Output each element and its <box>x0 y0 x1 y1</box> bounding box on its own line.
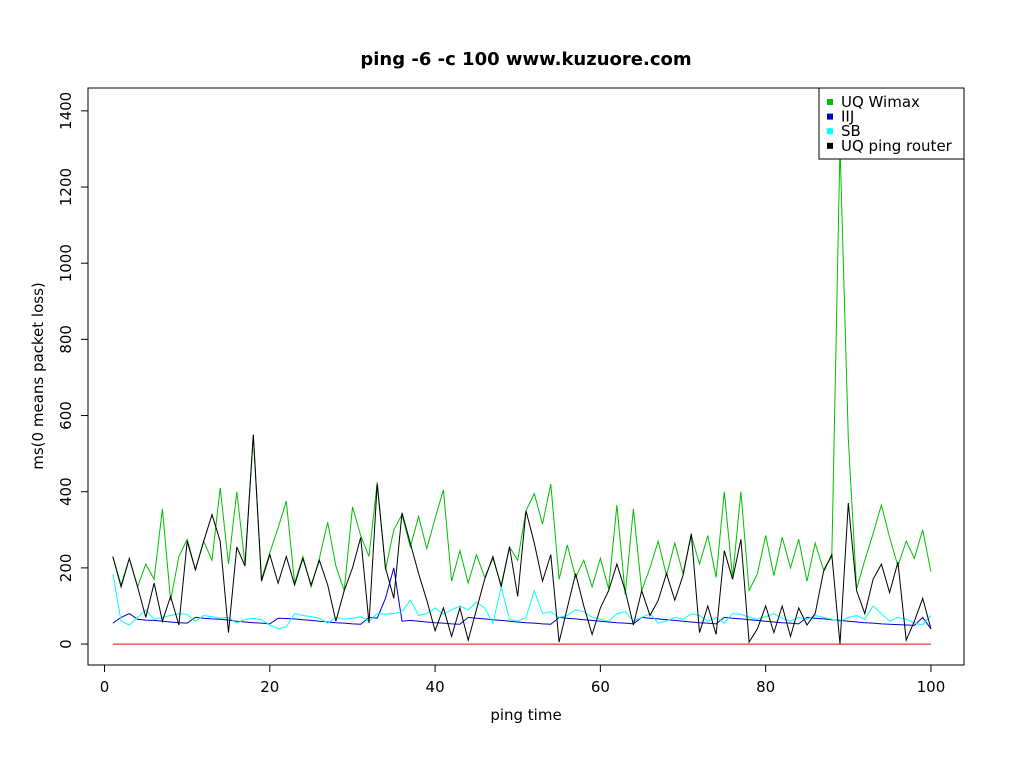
x-tick-label: 100 <box>917 678 946 696</box>
y-tick-label: 600 <box>57 401 75 430</box>
y-tick-label: 800 <box>57 325 75 354</box>
legend-swatch <box>827 99 833 105</box>
legend-swatch <box>827 128 833 135</box>
chart-title: ping -6 -c 100 www.kuzuore.com <box>360 49 691 70</box>
x-axis: 0 20 40 60 80 100 <box>100 664 946 696</box>
legend-label: IIJ <box>841 108 854 126</box>
legend-label: SB <box>841 122 861 140</box>
series-line-3 <box>112 434 932 645</box>
y-tick-label: 0 <box>57 639 75 649</box>
legend-label: UQ Wimax <box>841 93 920 111</box>
series-layer <box>112 145 932 645</box>
plot-frame <box>87 87 965 666</box>
y-tick-label: 1000 <box>57 244 75 282</box>
legend-box <box>818 87 965 160</box>
series-line-2 <box>112 573 932 630</box>
legend-swatch <box>827 142 833 149</box>
y-tick-label: 400 <box>57 477 75 506</box>
x-tick-label: 0 <box>100 678 110 696</box>
legend-swatch <box>827 113 833 120</box>
y-tick-label: 1400 <box>57 92 75 130</box>
legend-label: UQ ping router <box>841 137 953 155</box>
y-axis-label: ms(0 means packet loss) <box>29 282 47 470</box>
y-axis: 0 200 400 600 800 1000 1200 1400 <box>57 92 89 649</box>
x-tick-label: 60 <box>591 678 610 696</box>
x-axis-label: ping time <box>490 706 561 724</box>
y-tick-label: 200 <box>57 554 75 583</box>
series-line-0 <box>112 145 932 601</box>
y-tick-label: 1200 <box>57 168 75 206</box>
x-tick-label: 80 <box>756 678 775 696</box>
x-tick-label: 40 <box>426 678 445 696</box>
x-tick-label: 20 <box>260 678 279 696</box>
